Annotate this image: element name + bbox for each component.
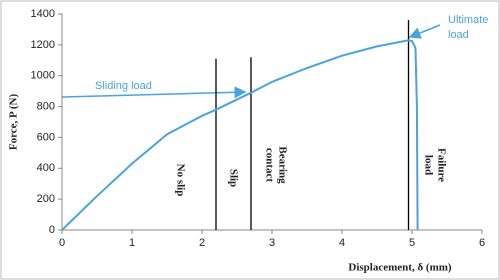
x-tick-label: 3 bbox=[269, 237, 275, 249]
ultimate-arrow bbox=[408, 24, 441, 39]
annotation: Bearing bbox=[276, 146, 288, 184]
y-tick-label: 800 bbox=[37, 100, 55, 112]
x-axis-label: Displacement, δ (mm) bbox=[348, 262, 451, 274]
annotation: load bbox=[422, 155, 434, 175]
y-tick-label: 1200 bbox=[31, 39, 55, 51]
y-tick-label: 400 bbox=[37, 162, 55, 174]
y-tick-label: 600 bbox=[37, 131, 55, 143]
x-tick-label: 6 bbox=[479, 237, 485, 249]
annotation: Failure bbox=[435, 148, 447, 182]
x-tick-label: 2 bbox=[199, 237, 205, 249]
x-tick-label: 0 bbox=[59, 237, 65, 249]
sliding-arrow bbox=[61, 86, 247, 99]
annotation: Slip bbox=[227, 169, 239, 187]
x-tick-label: 1 bbox=[129, 237, 135, 249]
y-tick-label: 200 bbox=[37, 193, 55, 205]
annotation: Sliding load bbox=[95, 80, 152, 92]
x-tick-label: 5 bbox=[409, 237, 415, 249]
x-tick-label: 4 bbox=[339, 237, 345, 249]
annotation: Ultimate bbox=[448, 14, 488, 26]
annotation: load bbox=[448, 29, 469, 41]
y-tick-label: 0 bbox=[49, 224, 55, 236]
y-tick-label: 1400 bbox=[31, 8, 55, 20]
y-tick-label: 1000 bbox=[31, 70, 55, 82]
annotation: contact bbox=[263, 148, 275, 183]
y-axis-label: Force, P (N) bbox=[8, 94, 20, 151]
data-line bbox=[61, 39, 419, 231]
annotation: No slip bbox=[174, 164, 186, 197]
